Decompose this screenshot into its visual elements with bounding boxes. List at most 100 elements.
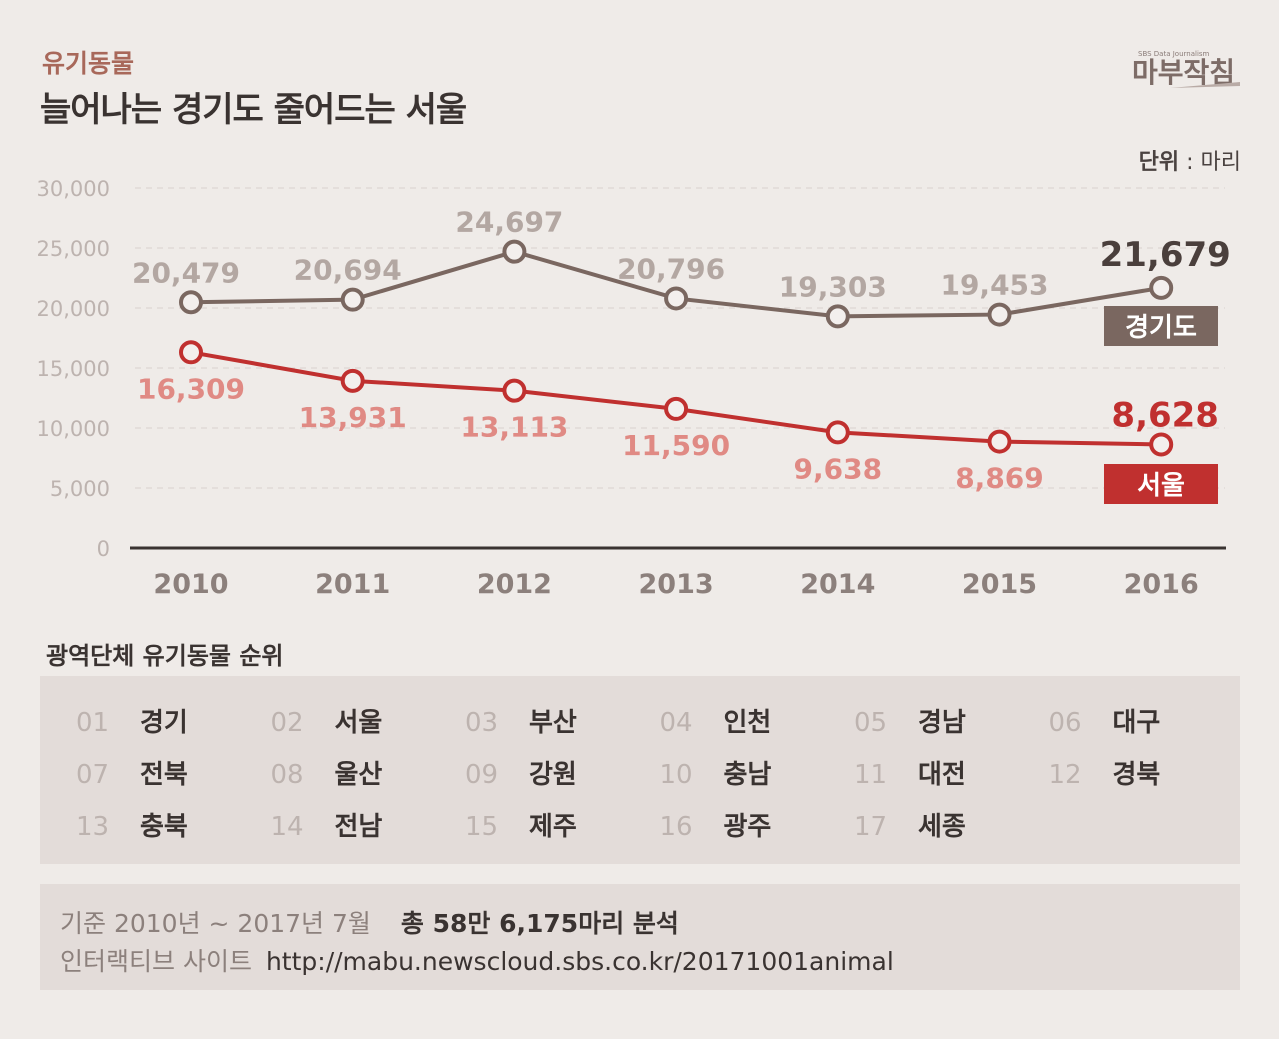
ranking-item: 17 세종	[854, 806, 966, 843]
y-tick-label: 20,000	[37, 297, 110, 321]
y-tick-label: 0	[97, 537, 110, 561]
ranking-item: 06 대구	[1049, 702, 1161, 739]
data-label: 13,931	[299, 401, 407, 434]
site-label: 인터랙티브 사이트	[60, 947, 252, 976]
rank-region: 부산	[529, 708, 577, 738]
x-tick-label: 2014	[800, 569, 875, 600]
rank-region: 경북	[1112, 760, 1161, 790]
rank-region: 충남	[723, 760, 772, 790]
ranking-item: 01 경기	[76, 702, 188, 739]
data-label: 9,638	[794, 452, 883, 485]
rank-number: 15	[465, 812, 499, 842]
legend-label: 서울	[1137, 471, 1185, 501]
rank-region: 전남	[334, 812, 383, 842]
rank-region: 대전	[918, 760, 966, 790]
rank-region: 충북	[140, 812, 188, 842]
rank-region: 대구	[1112, 708, 1161, 738]
unit-key: 단위	[1138, 150, 1180, 175]
data-label: 8,869	[955, 462, 1044, 495]
rank-number: 06	[1048, 708, 1082, 738]
line-chart: 0 5,000 10,000 15,000 20,000 25,000 30,000 2010…	[37, 177, 1231, 600]
data-point	[664, 286, 689, 311]
y-tick-label: 25,000	[37, 237, 110, 261]
data-point	[179, 290, 203, 315]
ranking-item: 02 서울	[271, 702, 383, 739]
rank-region: 경기	[140, 708, 188, 738]
legend-label: 경기도	[1125, 313, 1197, 343]
ranking-item: 12 경북	[1049, 754, 1161, 791]
ranking-item: 13 충북	[76, 806, 188, 843]
ranking-item: 07 전북	[76, 754, 188, 791]
legend-box	[1104, 464, 1218, 504]
data-point	[825, 304, 850, 329]
rank-number: 07	[76, 760, 110, 790]
data-point	[340, 287, 365, 312]
basis-value: 2010년 ~ 2017년 7월	[113, 909, 371, 938]
data-label: 20,694	[294, 254, 402, 287]
rank-number: 01	[76, 708, 110, 738]
y-tick-label: 30,000	[37, 177, 110, 201]
y-tick-label: 5,000	[50, 477, 110, 501]
total-count: 총 58만 6,175마리 분석	[400, 909, 679, 938]
x-tick-label: 2016	[1124, 569, 1199, 600]
ranking-item: 05 경남	[854, 702, 966, 739]
data-point	[987, 302, 1012, 327]
logo-subtext: SBS Data Journalism	[1138, 50, 1210, 58]
data-label: 11,590	[622, 429, 730, 462]
ranking-item: 09 강원	[465, 754, 577, 791]
x-tick-label: 2012	[477, 569, 552, 600]
rank-region: 울산	[334, 760, 383, 790]
data-label: 19,453	[940, 269, 1048, 302]
data-label: 8,628	[1111, 395, 1219, 435]
kicker: 유기동물	[42, 49, 135, 78]
rank-region: 서울	[334, 708, 383, 738]
data-point	[502, 239, 527, 264]
rank-number: 05	[854, 708, 888, 738]
x-tick-label: 2010	[153, 569, 228, 600]
rank-number: 02	[270, 708, 304, 738]
data-point	[664, 396, 689, 421]
ranking-panel: 01 경기 02 서울 03 부산 04 인천 05 경남 06 대구 07 전북 08 울산 09 강원 10 충남…	[40, 676, 1240, 864]
rank-region: 제주	[529, 812, 577, 842]
unit-value: : 마리	[1186, 150, 1241, 175]
footer: 기준 2010년 ~ 2017년 7월 총 58만 6,175마리 분석 인터랙티…	[40, 884, 1240, 990]
rank-number: 16	[659, 812, 693, 842]
data-point	[179, 340, 203, 365]
page-title: 늘어나는 경기도 줄어드는 서울	[40, 90, 467, 130]
ranking-item: 08 울산	[271, 754, 383, 791]
rank-number: 08	[270, 760, 304, 790]
data-label: 24,697	[455, 206, 563, 239]
data-label: 19,303	[779, 270, 887, 303]
unit-label: 단위 : 마리	[1139, 144, 1241, 176]
ranking-title: 광역단체 유기동물 순위	[46, 642, 284, 670]
data-label: 20,479	[132, 256, 240, 289]
rank-number: 11	[854, 760, 888, 790]
legend-box	[1104, 306, 1218, 346]
site-url[interactable]: http://mabu.newscloud.sbs.co.kr/20171001…	[265, 947, 894, 976]
data-point	[1149, 275, 1174, 300]
rank-number: 10	[659, 760, 693, 790]
data-label: 13,113	[460, 411, 568, 444]
x-tick-label: 2013	[639, 569, 714, 600]
data-point	[825, 420, 850, 445]
rank-number: 03	[465, 708, 499, 738]
rank-region: 전북	[140, 760, 188, 790]
basis-label: 기준	[60, 909, 107, 938]
rank-region: 광주	[723, 812, 772, 842]
y-tick-label: 15,000	[37, 357, 110, 381]
ranking-item: 11 대전	[854, 754, 966, 791]
data-point	[1149, 432, 1174, 457]
ranking-item: 15 제주	[465, 806, 577, 843]
rank-region: 강원	[529, 760, 577, 790]
rank-number: 04	[659, 708, 693, 738]
ranking-item: 03 부산	[465, 702, 577, 739]
data-label: 21,679	[1100, 235, 1231, 275]
rank-number: 12	[1048, 760, 1082, 790]
ranking-item: 14 전남	[271, 806, 383, 843]
x-tick-label: 2011	[315, 569, 390, 600]
rank-region: 인천	[723, 708, 772, 738]
x-tick-label: 2015	[962, 569, 1037, 600]
ranking-item: 16 광주	[660, 806, 772, 843]
logo-text: 마부작침	[1132, 56, 1235, 89]
rank-number: 13	[76, 812, 110, 842]
